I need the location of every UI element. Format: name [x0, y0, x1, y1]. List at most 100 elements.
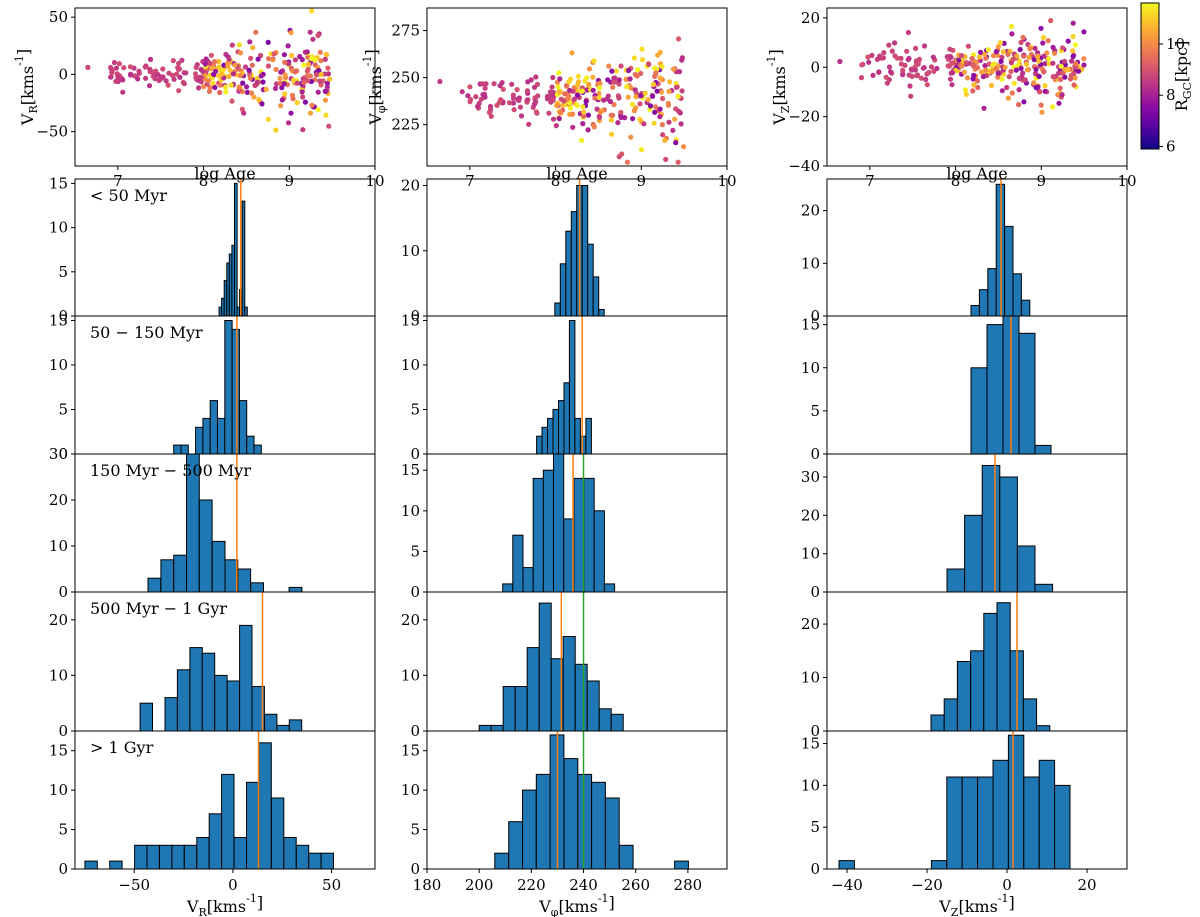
scatter-point — [1059, 92, 1065, 98]
hist-bar — [173, 554, 187, 593]
scatter-point — [223, 89, 229, 95]
scatter-point — [1073, 60, 1079, 67]
scatter-point — [1018, 65, 1024, 71]
scatter-point — [289, 92, 295, 98]
scatter-point — [651, 120, 657, 126]
scatter-point — [653, 70, 659, 76]
y-tick-label: 10 — [801, 254, 820, 272]
scatter-point — [1046, 56, 1052, 62]
scatter-point — [1011, 80, 1017, 86]
scatter-point — [315, 107, 321, 113]
scatter-point — [571, 96, 578, 102]
scatter-point — [1016, 87, 1022, 93]
x-tick-label: 8 — [951, 172, 961, 190]
hist-bar — [577, 773, 593, 870]
scatter-point — [914, 73, 920, 79]
scatter-point — [1038, 25, 1044, 31]
scatter-point — [244, 89, 251, 95]
hist-bar — [946, 568, 966, 593]
scatter-point — [597, 109, 604, 115]
y-tick-label: 10 — [801, 545, 820, 563]
scatter-point — [304, 49, 310, 55]
hist-x-label: VZ[kms-1] — [938, 892, 1015, 917]
x-tick-label: 9 — [285, 172, 295, 190]
hist-bar — [977, 776, 994, 870]
scatter-point — [547, 89, 554, 95]
hist-bar — [1034, 583, 1054, 593]
scatter-frame-1 — [74, 7, 376, 167]
scatter-point — [229, 42, 235, 48]
hist-bar — [522, 567, 534, 593]
scatter-point — [631, 108, 638, 114]
scatter-point — [213, 68, 219, 74]
hist-bars-r5-c2 — [494, 734, 689, 870]
scatter-point — [1065, 38, 1071, 44]
scatter-point — [292, 57, 298, 63]
scatter-point — [1006, 74, 1012, 80]
scatter-point — [277, 80, 283, 86]
scatter-point — [652, 65, 658, 71]
scatter-point — [143, 75, 149, 81]
scatter-point — [514, 87, 520, 93]
scatter-point — [208, 52, 214, 59]
scatter-point — [108, 74, 114, 80]
hist-bar — [237, 568, 252, 593]
y-tick-label: 30 — [49, 445, 68, 463]
scatter-point — [637, 101, 643, 107]
scatter-point — [315, 89, 321, 95]
scatter-point — [256, 96, 262, 103]
scatter-point — [1081, 56, 1087, 62]
y-tick-label: 5 — [58, 400, 68, 418]
scatter-point — [639, 46, 645, 52]
hist-bar — [502, 686, 516, 732]
scatter-point — [225, 63, 231, 69]
scatter-point — [623, 76, 629, 82]
hist-bar — [585, 417, 592, 455]
scatter-point — [596, 114, 602, 120]
hist-frame — [74, 730, 376, 870]
scatter-point — [647, 103, 654, 109]
scatter-point — [1048, 18, 1054, 24]
scatter-point — [120, 89, 126, 95]
scatter-point — [611, 102, 617, 108]
scatter-point — [601, 97, 607, 103]
scatter-point — [921, 43, 928, 49]
scatter-point — [202, 61, 208, 67]
scatter-point — [312, 57, 318, 63]
scatter-point — [652, 109, 658, 115]
y-tick-label: 10 — [401, 242, 420, 260]
scatter-point — [676, 36, 682, 42]
scatter-point — [562, 91, 568, 97]
scatter-point — [305, 61, 311, 67]
scatter-point — [459, 89, 465, 95]
colorbar-tick-label: 10 — [1166, 35, 1185, 53]
scatter-point — [207, 60, 213, 66]
scatter-point — [279, 97, 285, 103]
scatter-point — [314, 72, 320, 78]
y-tick-label: 20 — [801, 202, 820, 220]
scatter-point — [322, 56, 328, 63]
x-tick-label: 240 — [569, 876, 598, 894]
scatter-point — [594, 106, 600, 112]
colorbar — [1140, 2, 1160, 150]
scatter-point — [1059, 70, 1065, 76]
scatter-point — [666, 119, 672, 125]
scatter-point — [666, 88, 672, 94]
scatter-point — [277, 75, 283, 81]
hist-bar — [996, 602, 1011, 732]
scatter-point — [610, 84, 616, 90]
scatter-point — [1050, 74, 1056, 80]
scatter-point — [950, 60, 957, 66]
scatter-point — [467, 84, 473, 90]
scatter-point — [525, 79, 531, 85]
hist-bar — [591, 781, 606, 870]
scatter-point — [997, 40, 1004, 46]
scatter-point — [198, 66, 204, 73]
y-tick-label: 0 — [410, 860, 420, 878]
hist-bar — [598, 309, 605, 317]
scatter-point — [1060, 45, 1066, 51]
scatter-point — [127, 72, 134, 78]
scatter-point — [606, 63, 612, 69]
hist-bar — [956, 661, 972, 732]
hist-bar — [946, 776, 963, 870]
